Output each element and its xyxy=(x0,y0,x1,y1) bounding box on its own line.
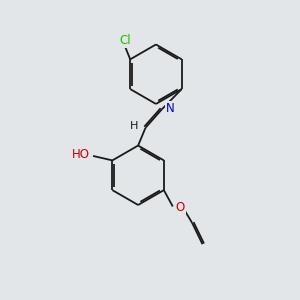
Text: HO: HO xyxy=(72,148,90,161)
Text: N: N xyxy=(166,102,175,115)
Text: Cl: Cl xyxy=(119,34,131,47)
Text: H: H xyxy=(130,121,138,131)
Text: O: O xyxy=(176,202,185,214)
